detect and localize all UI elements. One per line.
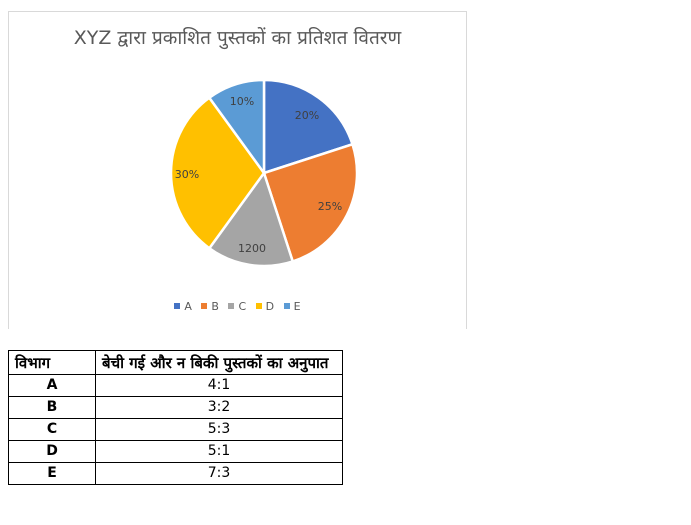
legend-item-c: C — [228, 300, 246, 313]
legend-label-a: A — [184, 300, 192, 313]
table-header-row: विभाग बेची गई और न बिकी पुस्तकों का अनुप… — [8, 350, 343, 375]
chart-title: XYZ द्वारा प्रकाशित पुस्तकों का प्रतिशत … — [73, 27, 402, 49]
cell-department: E — [8, 462, 96, 485]
label-a: 20% — [295, 109, 319, 122]
legend-label-c: C — [238, 300, 247, 313]
table-row: E 7:3 — [8, 462, 343, 485]
header-department: विभाग — [8, 350, 96, 375]
legend-item-a: A — [174, 300, 192, 313]
cell-ratio: 4:1 — [95, 374, 343, 397]
pie-chart-frame: XYZ द्वारा प्रकाशित पुस्तकों का प्रतिशत … — [8, 11, 467, 329]
cell-ratio: 5:1 — [95, 440, 343, 463]
label-e: 10% — [230, 95, 254, 108]
label-d: 30% — [175, 168, 199, 181]
cell-department: A — [8, 374, 96, 397]
table-row: A 4:1 — [8, 374, 343, 397]
legend-item-d: D — [255, 300, 275, 313]
chart-legend: A B C D E — [9, 300, 466, 313]
ratio-table: विभाग बेची गई और न बिकी पुस्तकों का अनुप… — [8, 350, 343, 485]
slice-c — [207, 170, 295, 268]
cell-department: B — [8, 396, 96, 419]
legend-label-b: B — [211, 300, 219, 313]
cell-department: C — [8, 418, 96, 441]
slice-b — [262, 142, 359, 264]
label-b: 25% — [318, 200, 342, 213]
legend-swatch-e — [283, 303, 290, 309]
legend-swatch-c — [228, 303, 235, 309]
legend-item-b: B — [201, 300, 219, 313]
legend-item-e: E — [283, 300, 301, 313]
label-c: 1200 — [238, 242, 266, 255]
table-row: B 3:2 — [8, 396, 343, 419]
table-row: C 5:3 — [8, 418, 343, 441]
cell-ratio: 5:3 — [95, 418, 343, 441]
cell-ratio: 3:2 — [95, 396, 343, 419]
slice-d — [169, 96, 266, 250]
cell-department: D — [8, 440, 96, 463]
pie-chart: 20% 25% 1200 30% 10% — [169, 78, 359, 268]
header-ratio: बेची गई और न बिकी पुस्तकों का अनुपात — [95, 350, 343, 375]
legend-label-d: D — [265, 300, 275, 313]
table-row: D 5:1 — [8, 440, 343, 463]
legend-swatch-b — [201, 303, 208, 309]
legend-swatch-d — [255, 303, 262, 309]
cell-ratio: 7:3 — [95, 462, 343, 485]
legend-label-e: E — [293, 300, 301, 313]
slice-e — [207, 78, 266, 177]
legend-swatch-a — [174, 303, 181, 309]
slice-a — [262, 78, 355, 175]
